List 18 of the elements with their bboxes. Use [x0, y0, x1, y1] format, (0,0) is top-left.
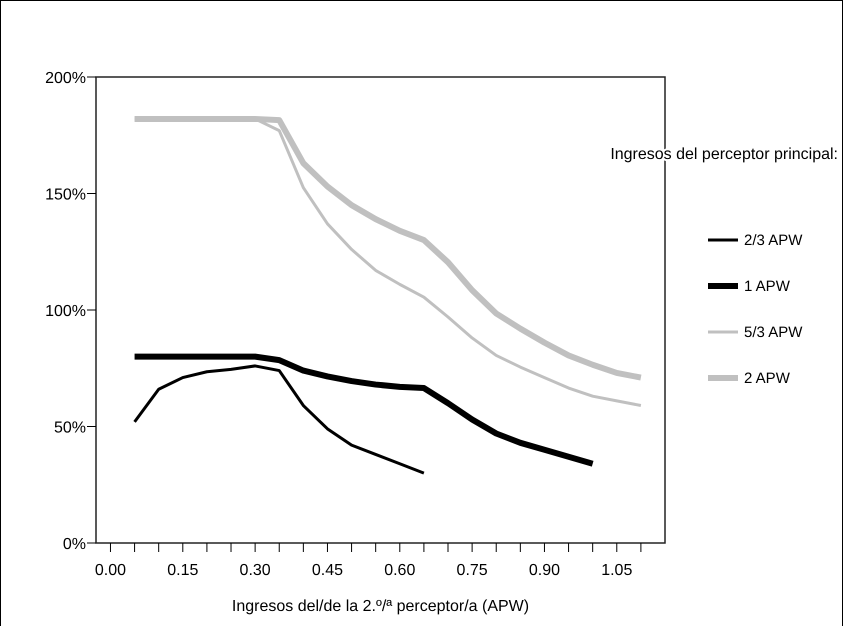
y-tick-label: 50%: [54, 420, 86, 436]
x-tick-label: 1.05: [601, 562, 632, 579]
y-tick-label: 200%: [45, 70, 86, 87]
y-tick-label: 100%: [45, 303, 86, 320]
x-tick-label: 0.00: [94, 562, 126, 579]
legend-label: 1 APW: [744, 278, 791, 295]
x-tick-label: 0.15: [167, 562, 198, 579]
x-tick-label: 0.30: [240, 562, 271, 579]
legend-label: 2/3 APW: [744, 232, 804, 249]
legend-label: 5/3 APW: [744, 324, 804, 341]
x-tick-label: 0.45: [312, 562, 344, 579]
x-tick-label: 0.75: [456, 562, 488, 579]
x-tick-label: 0.90: [528, 562, 560, 579]
x-tick-label: 0.60: [384, 562, 416, 579]
y-tick-label: 0%: [62, 536, 86, 553]
x-axis-title: Ingresos del/de la 2.º/ª perceptor/a (APW): [232, 598, 530, 615]
y-tick-label: 150%: [45, 186, 86, 204]
legend-label: 2 APW: [744, 370, 791, 387]
